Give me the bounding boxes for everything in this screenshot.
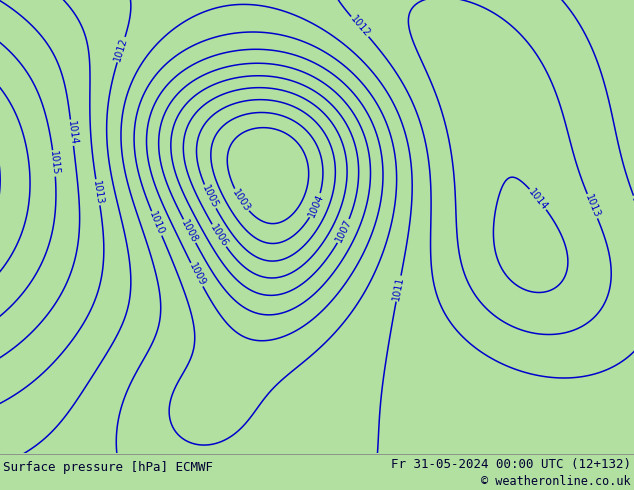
Text: Fr 31-05-2024 00:00 UTC (12+132): Fr 31-05-2024 00:00 UTC (12+132) — [391, 458, 631, 471]
Text: 1013: 1013 — [583, 193, 602, 220]
Text: 1005: 1005 — [200, 183, 220, 210]
Text: © weatheronline.co.uk: © weatheronline.co.uk — [481, 475, 631, 489]
Text: 1004: 1004 — [306, 192, 325, 219]
Text: 1010: 1010 — [147, 210, 166, 237]
Text: 1012: 1012 — [113, 36, 129, 63]
Text: 1008: 1008 — [179, 218, 200, 245]
Text: 1014: 1014 — [65, 120, 79, 146]
Text: 1013: 1013 — [91, 179, 105, 205]
Text: 1007: 1007 — [333, 218, 354, 245]
Text: Surface pressure [hPa] ECMWF: Surface pressure [hPa] ECMWF — [3, 461, 213, 474]
Text: 1015: 1015 — [48, 150, 60, 176]
Text: 1012: 1012 — [629, 195, 634, 221]
Text: 1014: 1014 — [526, 187, 550, 212]
Text: 1011: 1011 — [391, 276, 406, 301]
Text: 1009: 1009 — [187, 262, 207, 288]
Text: 1012: 1012 — [348, 14, 372, 39]
Text: 1003: 1003 — [230, 187, 252, 213]
Text: 1006: 1006 — [208, 222, 230, 249]
